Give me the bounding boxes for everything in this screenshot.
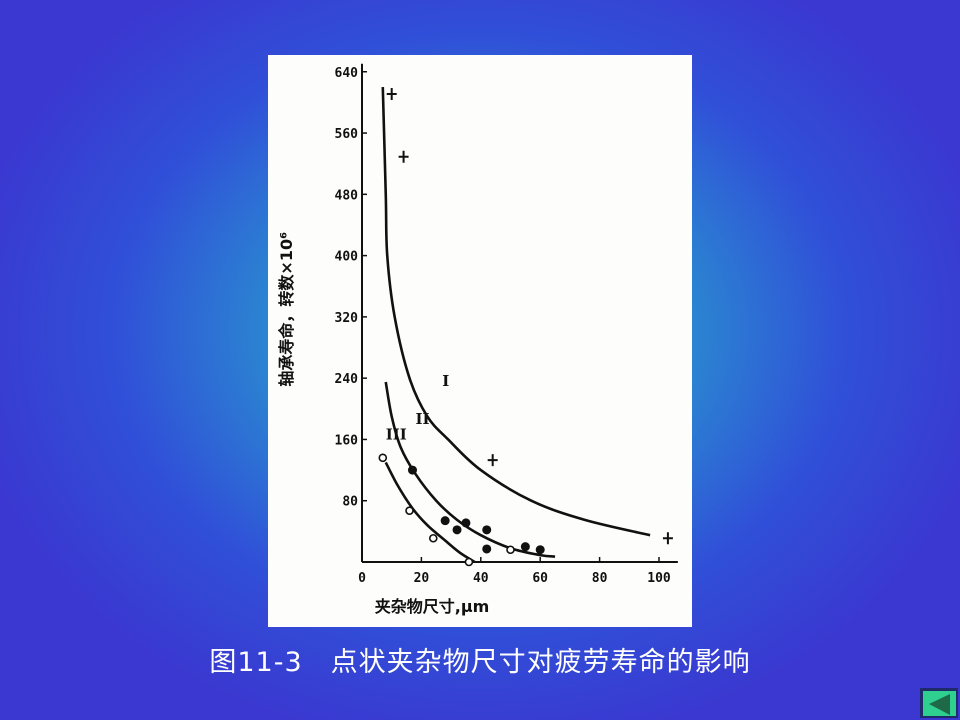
plus-marker [662, 532, 673, 545]
y-tick-label: 560 [335, 127, 359, 142]
curve-label: I [442, 372, 449, 390]
filled-circle-marker [452, 525, 462, 535]
filled-circle-marker [407, 465, 417, 475]
x-tick-label: 100 [647, 571, 671, 586]
x-tick-label: 40 [473, 571, 489, 586]
x-tick-label: 60 [532, 571, 548, 586]
filled-circle-marker [461, 518, 471, 528]
filled-circle-marker [535, 545, 545, 555]
plus-marker [398, 150, 409, 163]
filled-circle-marker [482, 544, 492, 554]
y-tick-label: 480 [335, 188, 359, 203]
x-tick-label: 0 [358, 571, 366, 586]
plus-marker [386, 87, 397, 100]
curve-I [381, 87, 651, 537]
open-circle-marker [464, 557, 474, 567]
x-axis-label: 夹杂物尺寸,μm [375, 597, 490, 616]
chart-svg: 0 20 40 60 80 100 80 160 240 320 400 480 560 640 夹杂物尺寸… [277, 63, 678, 616]
y-tick-label: 320 [335, 311, 359, 326]
open-circle-marker [428, 533, 438, 543]
filled-circle-marker [520, 542, 530, 552]
open-circle-marker [405, 506, 414, 515]
curve-label: III [386, 425, 407, 443]
curve-II [384, 381, 556, 558]
slide-caption: 图11-3 点状夹杂物尺寸对疲劳寿命的影响 [209, 647, 751, 678]
x-tick-label: 80 [592, 571, 608, 586]
curve-label: II [415, 410, 429, 428]
filled-circle-marker [482, 525, 492, 535]
plus-marker [487, 454, 498, 467]
y-tick-label: 640 [335, 66, 359, 81]
x-tick-label: 20 [414, 571, 430, 586]
chart-figure: 0 20 40 60 80 100 80 160 240 320 400 480 560 640 夹杂物尺寸… [268, 55, 692, 627]
back-button[interactable] [920, 688, 958, 718]
y-axis-label: 轴承寿命，转数×10⁶ [277, 232, 296, 387]
curve-III [384, 461, 476, 564]
y-tick-label: 400 [335, 250, 359, 265]
filled-circle-marker [440, 516, 450, 526]
y-tick-label: 80 [342, 495, 358, 510]
y-tick-label: 160 [335, 433, 359, 448]
open-circle-marker [506, 545, 515, 555]
y-tick-label: 240 [335, 372, 359, 387]
triangle-left-icon [929, 694, 950, 715]
open-circle-marker [378, 453, 388, 463]
